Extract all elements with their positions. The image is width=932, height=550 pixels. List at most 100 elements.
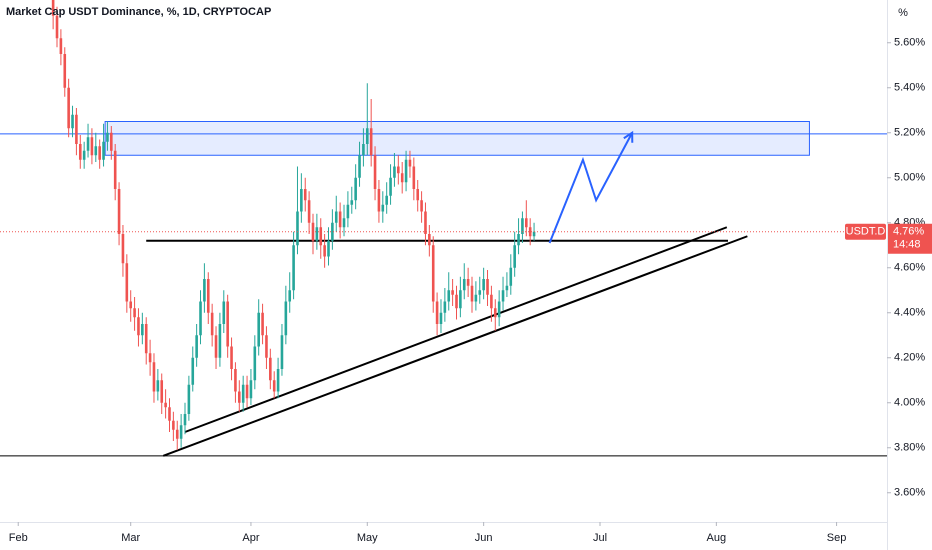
candle-body <box>67 87 70 129</box>
candle-body <box>532 231 536 237</box>
candle-body <box>230 346 233 369</box>
candle-body <box>156 380 160 392</box>
y-tick-label: 5.40% <box>894 82 925 94</box>
projection-arrow <box>548 132 634 244</box>
candle-body <box>148 353 152 363</box>
candle-body <box>129 301 133 309</box>
price-tag <box>888 223 932 254</box>
candle-body <box>350 200 354 205</box>
x-tick-label: Jul <box>593 532 607 544</box>
candle-body <box>377 189 381 212</box>
candle-body <box>525 218 528 228</box>
candle-body <box>490 294 493 309</box>
candle-body <box>528 227 532 237</box>
candle-body <box>71 114 74 129</box>
candle-body <box>358 155 361 178</box>
candle-body <box>113 150 117 189</box>
trend-line <box>162 235 748 457</box>
candle-body <box>478 290 482 295</box>
candle-body <box>106 132 109 142</box>
candle-body <box>435 301 439 324</box>
candle-body <box>362 144 365 156</box>
candle-body <box>172 420 175 430</box>
axis-unit: % <box>898 7 908 19</box>
candle-body <box>315 227 319 241</box>
candle-body <box>373 155 377 189</box>
candle-body <box>509 267 513 286</box>
y-tick-label: 4.60% <box>894 262 925 274</box>
candle-body <box>90 137 94 156</box>
candle-body <box>226 301 229 347</box>
candle-body <box>288 290 292 302</box>
candle-body <box>521 218 524 234</box>
candle-body <box>63 54 67 88</box>
candle-body <box>276 369 280 392</box>
x-tick-label: Jun <box>475 532 493 544</box>
candle-body <box>428 234 431 246</box>
symbol-label: USDT.D <box>846 226 886 238</box>
y-tick-label: 4.00% <box>894 397 925 409</box>
candle-body <box>292 245 295 291</box>
candle-body <box>102 141 105 160</box>
candle-body <box>59 38 63 54</box>
candle-body <box>517 234 520 246</box>
candle-body <box>327 240 330 257</box>
candle-body <box>505 285 509 291</box>
candle-body <box>431 245 435 302</box>
candle-body <box>160 380 164 403</box>
candle-body <box>443 301 447 313</box>
candle-body <box>265 335 268 358</box>
candle-body <box>385 195 388 205</box>
candle-body <box>206 279 210 313</box>
candle-body <box>175 429 179 439</box>
candle-body <box>222 301 226 324</box>
candle-body <box>296 211 299 246</box>
candle-body <box>474 294 478 302</box>
chart-title: Market Cap USDT Dominance, %, 1D, CRYPTO… <box>6 6 271 18</box>
y-tick-label: 5.00% <box>894 172 925 184</box>
x-tick-label: May <box>357 532 378 544</box>
candle-body <box>269 357 272 381</box>
candle-body <box>497 301 501 318</box>
candle-body <box>110 132 113 151</box>
candle-body <box>342 218 346 228</box>
candle-body <box>284 301 288 336</box>
candle-body <box>447 290 451 302</box>
candle-body <box>319 227 323 246</box>
candle-body <box>144 324 148 354</box>
candle-body <box>191 357 195 385</box>
candle-body <box>218 324 222 358</box>
candle-body <box>183 414 187 426</box>
candle-body <box>408 159 412 167</box>
candle-body <box>121 234 125 264</box>
candle-body <box>78 144 82 160</box>
candle-body <box>195 335 198 358</box>
candle-body <box>400 173 404 183</box>
y-tick-label: 5.60% <box>894 37 925 49</box>
candle-body <box>241 384 245 403</box>
y-tick-label: 4.20% <box>894 352 925 364</box>
x-tick-label: Apr <box>242 532 259 544</box>
candle-body <box>482 279 485 291</box>
candle-body <box>439 312 443 324</box>
candle-body <box>420 200 423 212</box>
arrow-head <box>623 130 634 143</box>
candle-body <box>245 384 249 399</box>
candle-body <box>187 384 191 414</box>
candle-body <box>389 177 392 196</box>
candle-body <box>369 128 373 156</box>
candle-body <box>331 222 334 241</box>
candle-body <box>280 335 284 369</box>
candle-body <box>86 137 90 151</box>
candle-body <box>94 146 98 156</box>
candle-body <box>334 211 338 223</box>
candle-body <box>486 279 489 295</box>
candle-body <box>272 380 276 392</box>
candle-body <box>125 263 129 302</box>
candle-body <box>412 166 416 189</box>
candle-body <box>493 308 497 318</box>
y-tick-label: 3.80% <box>894 442 925 454</box>
candle-body <box>261 312 264 336</box>
candle-body <box>141 324 144 336</box>
